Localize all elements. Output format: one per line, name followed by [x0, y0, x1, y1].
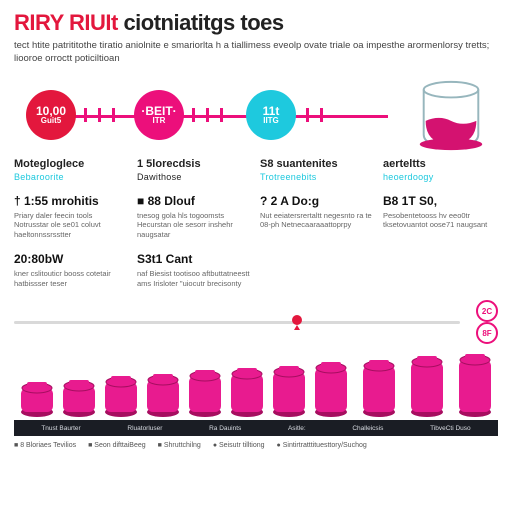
col-stat-desc: Nut eeiatersrertaltt negesnto ra te 08-p… — [260, 211, 375, 231]
slider-chip[interactable]: 8F — [476, 322, 498, 344]
axis-label: Asitle: — [288, 425, 306, 432]
axis-label-band: Tnust Baurter Rluatorluser Ra Dauints Asitl… — [14, 420, 498, 436]
jar-bar — [272, 366, 306, 418]
jar-bar — [314, 362, 348, 418]
timeline-node: 11tIITG — [246, 90, 296, 140]
col-heading: aerteltts — [383, 158, 498, 170]
col-subheading: Bebaroorite — [14, 172, 129, 182]
info-columns: Motegloglece Bebaroorite † 1:55 mrohitis… — [14, 158, 498, 289]
legend-item: Sintirtratttituesttory/Suchog — [277, 442, 367, 449]
jar-bar — [146, 374, 180, 418]
col-stat-desc: Pesobentetooss hv eeo0tr tksetovuantot o… — [383, 211, 498, 231]
col-stat-desc: kner cslitouticr booss cotetair hatbisss… — [14, 269, 129, 289]
timeline-tick — [206, 108, 209, 122]
col-stat-desc: tnesog gola hls togoomsts Hecurstan ole … — [137, 211, 252, 240]
jar-barchart: Tnust Baurter Rluatorluser Ra Dauints Asitl… — [14, 352, 498, 436]
timeline-tick — [192, 108, 195, 122]
timeline-tick — [84, 108, 87, 122]
info-column: aerteltts heoerdoogy B8 1T S0, Pesobente… — [383, 158, 498, 289]
col-stat: B8 1T S0, — [383, 194, 498, 208]
timeline-node: 10,00Guit5 — [26, 90, 76, 140]
timeline-tick — [98, 108, 101, 122]
col-subheading: heoerdoogy — [383, 172, 498, 182]
axis-label: Challeicsis — [352, 425, 383, 432]
legend-item: 8 Bloriaes Tevilios — [14, 442, 76, 449]
col-subheading: Dawithose — [137, 172, 252, 182]
col-stat: S3t1 Cant — [137, 252, 252, 266]
col-stat: 20:80bW — [14, 252, 129, 266]
slider-chip[interactable]: 2C — [476, 300, 498, 322]
jar-bar — [62, 380, 96, 418]
jar-bar — [20, 382, 54, 418]
info-column: Motegloglece Bebaroorite † 1:55 mrohitis… — [14, 158, 129, 289]
legend-footer: 8 Bloriaes Tevilios Seon difttaiBeeg Shrut… — [14, 442, 498, 449]
jar-bar — [188, 370, 222, 418]
jar-bar — [458, 354, 492, 418]
axis-label: TibveCti Duso — [430, 425, 471, 432]
col-stat: ? 2 A Do:g — [260, 194, 375, 208]
slider-row: 2C8F — [14, 300, 498, 344]
axis-label: Rluatorluser — [127, 425, 162, 432]
timeline-tick — [320, 108, 323, 122]
timeline-node: ·BEIT·ITR — [134, 90, 184, 140]
col-heading: 1 5lorecdsis — [137, 158, 252, 170]
col-subheading: Trotreenebits — [260, 172, 375, 182]
slider-track[interactable] — [14, 321, 460, 324]
timeline-tick — [112, 108, 115, 122]
slider-knob-icon[interactable] — [291, 315, 303, 330]
jar-bar — [230, 368, 264, 418]
axis-label: Tnust Baurter — [41, 425, 80, 432]
page-title: RIRY RIUIt ciotniatitgs toes — [14, 10, 498, 36]
col-heading: S8 suantenites — [260, 158, 375, 170]
jar-bar — [362, 360, 396, 418]
jar-bar — [410, 356, 444, 418]
beaker-icon — [412, 76, 490, 154]
info-column: 1 5lorecdsis Dawithose ■ 88 Dlouf tnesog… — [137, 158, 252, 289]
legend-item: Seon difttaiBeeg — [88, 442, 146, 449]
col-stat-desc: Priary daler feecin tools Notrusstar ole… — [14, 211, 129, 240]
timeline-tick — [306, 108, 309, 122]
page-subtitle: tect htite patrititothe tiratio aniolnit… — [14, 40, 498, 66]
timeline-tick — [220, 108, 223, 122]
col-stat: † 1:55 mrohitis — [14, 194, 129, 208]
jar-bar — [104, 376, 138, 418]
axis-label: Ra Dauints — [209, 425, 241, 432]
col-stat-desc: naf Biesist tootisoo aftbuttatneestt ams… — [137, 269, 252, 289]
timeline-line — [38, 115, 388, 118]
title-accent: RIRY — [14, 10, 63, 35]
info-column: S8 suantenites Trotreenebits ? 2 A Do:g … — [260, 158, 375, 289]
col-stat: ■ 88 Dlouf — [137, 194, 252, 208]
legend-item: Shruttchilng — [158, 442, 201, 449]
col-heading: Motegloglece — [14, 158, 129, 170]
timeline: 10,00Guit5 ·BEIT·ITR 11tIITG — [14, 82, 498, 148]
legend-item: Seisutr tilltiong — [213, 442, 265, 449]
